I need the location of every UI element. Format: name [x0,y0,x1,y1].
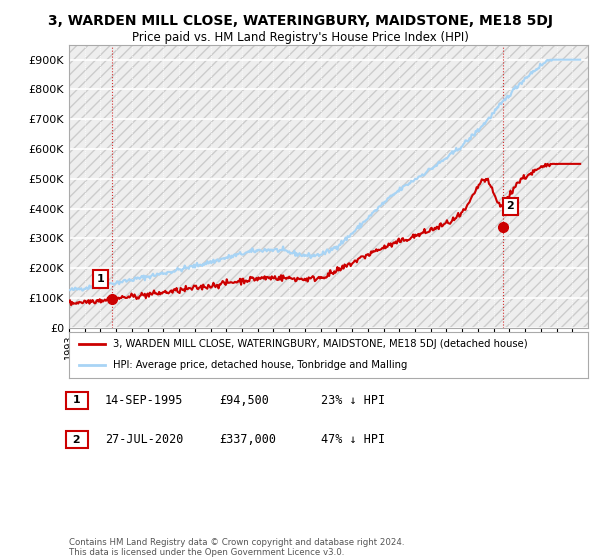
Text: £337,000: £337,000 [219,433,276,446]
Text: Price paid vs. HM Land Registry's House Price Index (HPI): Price paid vs. HM Land Registry's House … [131,31,469,44]
Text: HPI: Average price, detached house, Tonbridge and Malling: HPI: Average price, detached house, Tonb… [113,360,407,370]
Text: 14-SEP-1995: 14-SEP-1995 [105,394,184,407]
Text: 27-JUL-2020: 27-JUL-2020 [105,433,184,446]
Text: £94,500: £94,500 [219,394,269,407]
Text: 1: 1 [97,274,104,283]
Text: Contains HM Land Registry data © Crown copyright and database right 2024.
This d: Contains HM Land Registry data © Crown c… [69,538,404,557]
Text: 23% ↓ HPI: 23% ↓ HPI [321,394,385,407]
Text: 3, WARDEN MILL CLOSE, WATERINGBURY, MAIDSTONE, ME18 5DJ: 3, WARDEN MILL CLOSE, WATERINGBURY, MAID… [47,14,553,28]
Text: 47% ↓ HPI: 47% ↓ HPI [321,433,385,446]
Text: 3, WARDEN MILL CLOSE, WATERINGBURY, MAIDSTONE, ME18 5DJ (detached house): 3, WARDEN MILL CLOSE, WATERINGBURY, MAID… [113,339,528,348]
Text: 1: 1 [69,395,85,405]
Text: 2: 2 [506,202,514,212]
Text: 2: 2 [69,435,85,445]
